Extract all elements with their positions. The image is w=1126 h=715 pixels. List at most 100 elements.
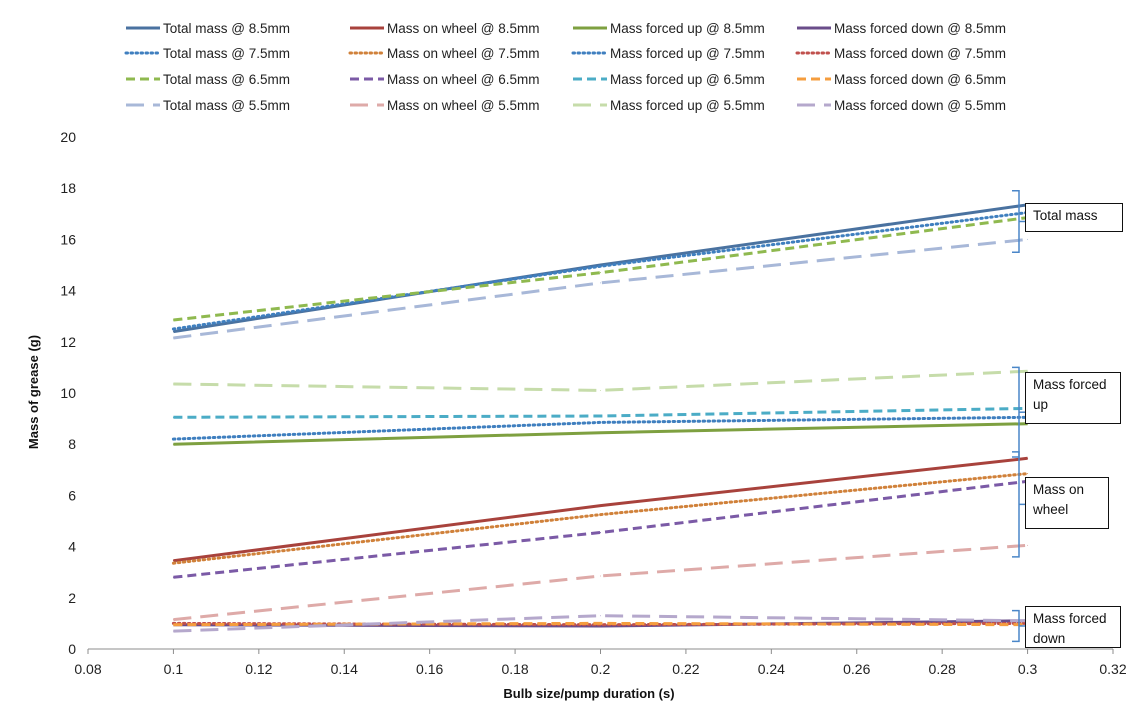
annotation-brackets [1012,190,1025,643]
x-tick-label: 0.12 [245,661,272,677]
annotation-bracket [1012,451,1020,558]
data-point [172,337,174,339]
data-point [172,416,174,418]
legend-label: Mass forced up @ 7.5mm [610,46,765,61]
x-tick-label: 0.32 [1099,661,1126,677]
axes: 0.08 0.1 0.12 0.14 0.16 0.18 0.2 0.22 0.24 0.26 0.… [60,129,1126,677]
legend-label: Mass on wheel @ 6.5mm [387,72,540,87]
data-point [172,576,174,578]
legend-label: Mass forced up @ 6.5mm [610,72,765,87]
data-point [600,532,601,534]
data-point [600,575,601,577]
legend-item: Total mass @ 8.5mm [126,21,290,36]
x-tick-label: 0.08 [74,661,101,677]
data-point [172,630,174,632]
data-point [600,615,601,617]
legend-item: Mass on wheel @ 7.5mm [348,46,540,61]
data-point [1027,238,1029,240]
data-point [172,331,174,333]
series-line-0 [173,203,1028,334]
x-tick-label: 0.1 [164,661,184,677]
legend-item: Mass forced up @ 6.5mm [573,72,765,87]
legend-item: Mass on wheel @ 5.5mm [350,98,540,113]
legend-label: Mass on wheel @ 7.5mm [387,46,540,61]
series-line-6 [171,415,1030,441]
data-point [172,438,174,440]
x-tick-label: 0.16 [416,661,443,677]
legend: Total mass @ 8.5mm Mass on wheel @ 8.5mm M… [124,21,1006,113]
legend-item: Mass forced up @ 8.5mm [573,21,765,36]
legend-label: Mass on wheel @ 5.5mm [387,98,540,113]
legend-label: Total mass @ 5.5mm [163,98,290,113]
legend-label: Total mass @ 7.5mm [163,46,290,61]
y-tick-label: 20 [60,129,76,145]
data-point [172,560,174,562]
series-line-5 [171,472,1030,565]
x-axis-title: Bulb size/pump duration (s) [503,686,674,701]
legend-item: Mass on wheel @ 6.5mm [350,72,540,87]
series-line-1 [173,456,1028,563]
legend-label: Mass forced down @ 7.5mm [834,46,1006,61]
data-point [600,505,601,507]
data-point [1027,544,1029,546]
series-line-13 [173,543,1028,622]
y-tick-label: 6 [68,487,76,503]
data-point [1027,473,1029,475]
legend-item: Total mass @ 5.5mm [126,98,290,113]
annotation-bracket [1012,366,1020,458]
y-tick-label: 12 [60,334,76,350]
x-tick-label: 0.2 [591,661,611,677]
data-point [172,562,174,564]
y-tick-label: 8 [68,436,76,452]
y-tick-label: 14 [60,283,76,299]
y-tick-label: 2 [68,590,76,606]
data-point [600,514,601,516]
legend-item: Total mass @ 7.5mm [124,46,290,61]
data-point [172,383,174,385]
y-tick-label: 18 [60,180,76,196]
series-line-12 [173,237,1028,340]
annotation-callout: Mass on wheel [1025,477,1109,529]
data-point [172,619,174,621]
y-tick-label: 4 [68,539,76,555]
annotation-callout: Total mass [1025,203,1123,232]
annotation-callout: Mass forced up [1025,372,1121,424]
data-point [172,624,174,626]
x-tick-label: 0.22 [672,661,699,677]
legend-label: Mass forced up @ 8.5mm [610,21,765,36]
legend-label: Mass on wheel @ 8.5mm [387,21,540,36]
y-tick-label: 0 [68,641,76,657]
series-line-2 [173,422,1028,446]
legend-item: Mass forced up @ 7.5mm [571,46,765,61]
legend-label: Mass forced down @ 8.5mm [834,21,1006,36]
x-tick-label: 0.18 [501,661,528,677]
x-tick-label: 0.28 [929,661,956,677]
legend-item: Mass forced down @ 6.5mm [797,72,1006,87]
data-point [600,272,601,274]
legend-label: Total mass @ 8.5mm [163,21,290,36]
data-point [172,328,174,330]
series-line-9 [173,479,1028,579]
legend-item: Mass forced down @ 7.5mm [795,46,1006,61]
series-line-15 [173,614,1028,633]
legend-label: Mass forced down @ 5.5mm [834,98,1006,113]
data-point [600,389,601,391]
data-point [172,319,174,321]
y-tick-label: 16 [60,231,76,247]
x-tick-label: 0.14 [331,661,358,677]
legend-item: Total mass @ 6.5mm [126,72,290,87]
data-point [172,443,174,445]
series-line-8 [173,216,1028,322]
data-point [1027,370,1029,372]
legend-label: Mass forced down @ 6.5mm [834,72,1006,87]
series-line-14 [173,369,1028,392]
data-point [600,622,601,624]
data-point [1027,457,1029,459]
x-tick-label: 0.24 [758,661,785,677]
y-tick-label: 10 [60,385,76,401]
series-line-4 [171,211,1030,331]
legend-item: Mass forced down @ 8.5mm [797,21,1006,36]
x-tick-label: 0.26 [843,661,870,677]
